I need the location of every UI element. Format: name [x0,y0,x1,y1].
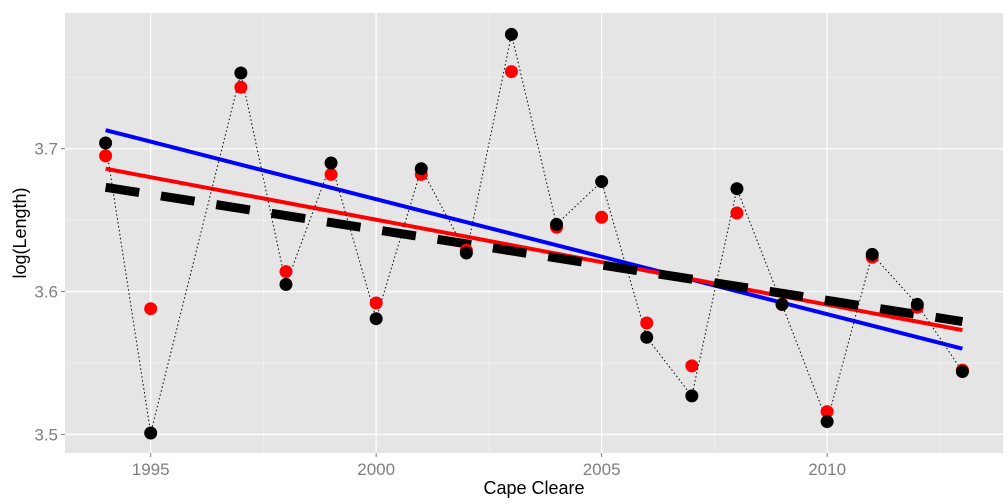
black-point [685,389,699,403]
black-point [595,175,609,189]
red-point [595,210,609,224]
red-point [279,265,293,279]
black-point [910,297,924,311]
x-tick-label: 2000 [357,460,395,479]
y-tick-label: 3.6 [34,283,58,302]
red-point [504,65,518,79]
red-point [640,316,654,330]
red-point [234,80,248,94]
black-point [730,182,744,196]
red-point [144,302,158,316]
x-tick-label: 2005 [583,460,621,479]
black-point [324,156,338,170]
black-point [504,27,518,41]
black-point [640,330,654,344]
y-axis-ticks: 3.5 3.6 3.7 [34,140,65,444]
trend-line-blue [105,128,963,351]
red-point [324,167,338,181]
black-point [955,365,969,379]
red-point [730,206,744,220]
black-point [550,217,564,231]
y-axis-title: log(Length) [10,187,30,278]
y-tick-label: 3.7 [34,140,58,159]
minor-gridlines [65,13,1003,453]
y-tick-label: 3.5 [34,425,58,444]
black-point [144,426,158,440]
red-point [820,405,834,419]
red-point [685,359,699,373]
red-point [369,296,383,310]
black-point [234,66,248,80]
x-tick-label: 1995 [132,460,170,479]
black-point [820,415,834,429]
black-point [279,277,293,291]
major-gridlines [65,13,1003,453]
trend-line-red [105,166,963,333]
x-axis-ticks: 1995 2000 2005 2010 [132,453,846,479]
black-point [865,247,879,261]
trend-lines [104,128,964,351]
trend-line-black-dashed [104,182,964,327]
data-points [99,27,969,440]
black-point [414,162,428,176]
black-point [775,297,789,311]
x-tick-label: 2010 [808,460,846,479]
red-point [99,149,113,163]
black-point [459,246,473,260]
plot-panel [65,13,1003,453]
black-point [99,136,113,150]
black-point [369,312,383,326]
x-axis-title: Cape Cleare [483,478,584,498]
